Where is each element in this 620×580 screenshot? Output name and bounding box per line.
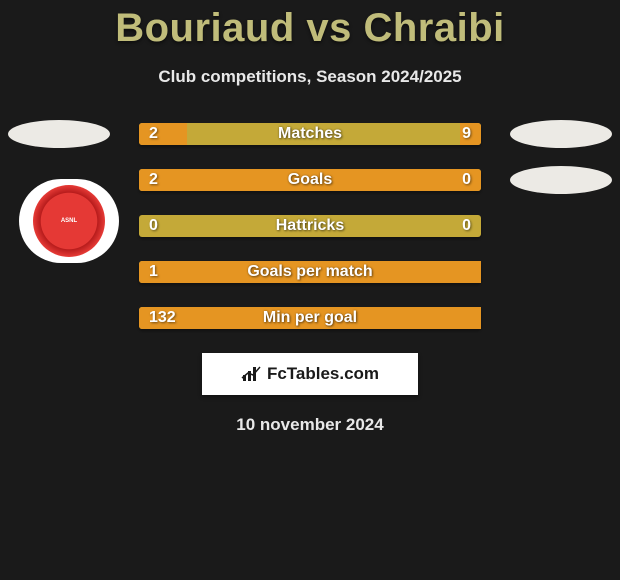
stat-rows: 2 Matches 9 2 Goals 0 0 Hattricks xyxy=(0,123,620,329)
page-title: Bouriaud vs Chraibi xyxy=(0,0,620,51)
player-right-icon xyxy=(510,120,612,148)
stat-row: 2 Matches 9 xyxy=(0,123,620,145)
comparison-card: Bouriaud vs Chraibi Club competitions, S… xyxy=(0,0,620,435)
stat-right-value xyxy=(461,307,481,329)
footer-date: 10 november 2024 xyxy=(0,415,620,435)
stat-right-value: 9 xyxy=(452,123,481,145)
stat-label: Matches xyxy=(139,123,481,145)
player-left-icon xyxy=(8,120,110,148)
stat-bar: 2 Matches 9 xyxy=(139,123,481,145)
subtitle: Club competitions, Season 2024/2025 xyxy=(0,67,620,87)
stat-bar: 132 Min per goal xyxy=(139,307,481,329)
stat-label: Hattricks xyxy=(139,215,481,237)
stat-right-value: 0 xyxy=(452,169,481,191)
stat-row: 0 Hattricks 0 xyxy=(0,215,620,237)
stat-row: 1 Goals per match xyxy=(0,261,620,283)
stat-row: 132 Min per goal xyxy=(0,307,620,329)
stat-right-value: 0 xyxy=(452,215,481,237)
stat-bar: 1 Goals per match xyxy=(139,261,481,283)
stat-label: Min per goal xyxy=(139,307,481,329)
player-right-icon xyxy=(510,166,612,194)
bar-chart-icon xyxy=(241,365,263,383)
brand-text: FcTables.com xyxy=(267,364,379,384)
stat-bar: 2 Goals 0 xyxy=(139,169,481,191)
stat-bar: 0 Hattricks 0 xyxy=(139,215,481,237)
stat-row: 2 Goals 0 xyxy=(0,169,620,191)
stat-label: Goals xyxy=(139,169,481,191)
stat-right-value xyxy=(461,261,481,283)
stat-label: Goals per match xyxy=(139,261,481,283)
brand-card[interactable]: FcTables.com xyxy=(202,353,418,395)
